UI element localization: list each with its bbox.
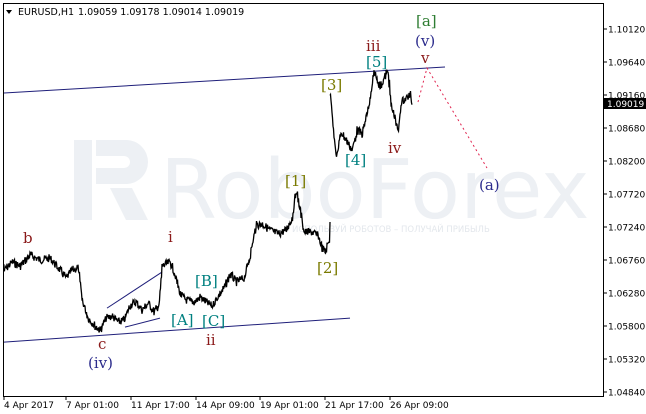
y-tick-label: 1.06280 — [608, 290, 645, 300]
forecast-line — [417, 66, 488, 169]
y-axis: 1.10120 1.09640 1.09160 1.08680 1.08200 1.077… — [603, 26, 645, 399]
wave-label: c — [98, 335, 106, 353]
y-tick-label: 1.09640 — [608, 59, 645, 69]
y-tick-label: 1.07720 — [608, 191, 645, 201]
wave-label: i — [168, 228, 173, 246]
wave-label: [A] — [171, 311, 194, 329]
wave-label: [C] — [202, 312, 225, 330]
wave-label: iv — [388, 139, 402, 157]
x-tick-label: 14 Apr 09:00 — [196, 401, 255, 411]
plot-frame — [3, 3, 604, 397]
wave-label: [5] — [366, 53, 387, 71]
wave-label: [B] — [195, 272, 218, 290]
x-tick-label: 19 Apr 01:00 — [260, 401, 319, 411]
wave-label: v — [420, 49, 430, 67]
wave-label: ii — [206, 331, 216, 349]
y-tick-label: 1.05800 — [608, 323, 645, 333]
watermark: RoboForex ИСПОЛЬЗУЙ РОБОТОВ – ПОЛУЧАЙ ПР… — [74, 140, 590, 238]
trendline-triangle-lower[interactable] — [124, 317, 161, 328]
x-axis: 4 Apr 2017 7 Apr 01:00 11 Apr 17:00 14 Apr … — [3, 396, 449, 411]
symbol-label: EURUSD,H1 — [18, 7, 74, 18]
dropdown-triangle-icon[interactable] — [6, 10, 12, 14]
trendline-upper-channel[interactable] — [3, 66, 446, 94]
wave-label: [4] — [345, 151, 366, 169]
wave-label: (iv) — [88, 354, 113, 372]
price-line-segment — [3, 191, 331, 333]
y-tick-label: 1.04840 — [608, 389, 645, 399]
y-tick-label: 1.08680 — [608, 125, 645, 135]
watermark-brand: RoboForex — [160, 143, 590, 238]
wave-label: [3] — [321, 76, 342, 94]
x-tick-label: 21 Apr 17:00 — [325, 401, 384, 411]
wave-label: b — [23, 229, 33, 247]
trendlines — [3, 66, 446, 343]
x-tick-label: 11 Apr 17:00 — [131, 401, 190, 411]
y-tick-label: 1.07240 — [608, 224, 645, 234]
y-tick-label: 1.06760 — [608, 257, 645, 267]
current-price-label: 1.09019 — [607, 100, 644, 110]
current-price-marker: 1.09019 — [604, 98, 646, 110]
x-tick-label: 4 Apr 2017 — [4, 401, 54, 411]
price-series — [3, 68, 413, 333]
y-tick-label: 1.10120 — [608, 26, 645, 36]
wave-labels: b i c (iv) [A] [B] [C] ii [1] [2] [3] [4… — [23, 12, 500, 372]
trendline-triangle-upper[interactable] — [106, 271, 163, 309]
current-price-box — [604, 98, 646, 109]
y-tick-label: 1.05320 — [608, 356, 645, 366]
x-tick-label: 7 Apr 01:00 — [66, 401, 119, 411]
trendline-lower-channel[interactable] — [3, 317, 351, 343]
ohlc-label: 1.09059 1.09178 1.09014 1.09019 — [78, 7, 244, 18]
wave-label: (v) — [415, 32, 435, 50]
price-line-segment — [329, 68, 413, 157]
wave-label: [a] — [416, 12, 437, 30]
watermark-logo-r-icon — [96, 140, 148, 220]
wave-label: [1] — [285, 172, 306, 190]
chart-header: EURUSD,H1 1.09059 1.09178 1.09014 1.0901… — [6, 7, 244, 18]
wave-label: iii — [366, 37, 381, 55]
wave-label: (a) — [479, 176, 500, 194]
watermark-slogan: ИСПОЛЬЗУЙ РОБОТОВ – ПОЛУЧАЙ ПРИБЫЛЬ — [292, 223, 490, 235]
x-tick-label: 26 Apr 09:00 — [390, 401, 449, 411]
watermark-logo-icon — [74, 140, 92, 220]
y-tick-label: 1.09160 — [608, 92, 645, 102]
y-tick-label: 1.08200 — [608, 158, 645, 168]
wave-label: [2] — [317, 259, 338, 277]
